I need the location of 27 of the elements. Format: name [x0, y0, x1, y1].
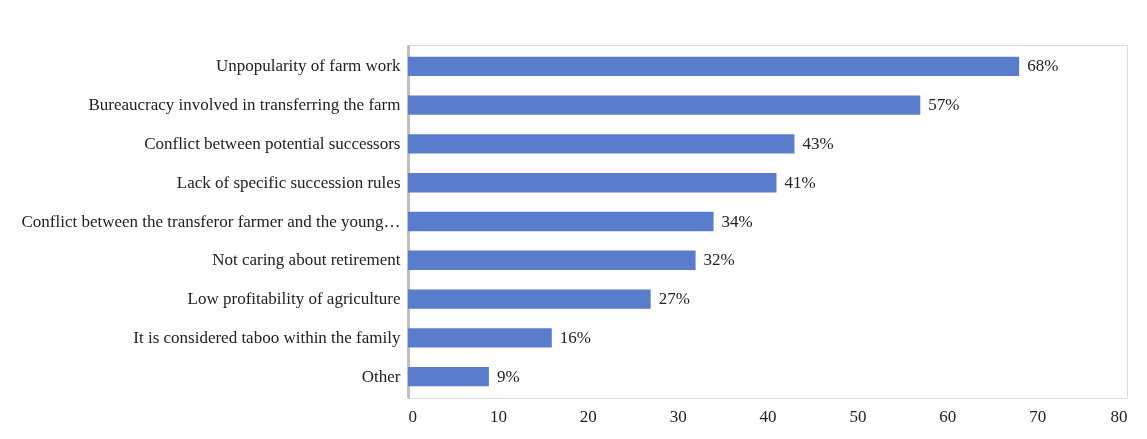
y-tick-label: Lack of specific succession rules	[176, 172, 401, 192]
data-label: 41%	[784, 172, 816, 192]
y-tick-label: Other	[361, 366, 401, 386]
x-tick-label: 70	[1029, 406, 1047, 426]
data-label: 57%	[928, 95, 960, 115]
x-tick-label: 20	[579, 406, 597, 426]
x-tick-label: 80	[1110, 406, 1128, 426]
data-label: 27%	[658, 289, 690, 309]
y-tick-label: It is considered taboo within the family	[133, 327, 401, 347]
x-tick-label: 60	[939, 406, 957, 426]
y-tick-label: Bureaucracy involved in transferring the farm	[88, 95, 401, 115]
y-tick-label: Unpopularity of farm work	[215, 56, 401, 76]
x-tick-label: 40	[759, 406, 777, 426]
x-tick-label: 50	[849, 406, 867, 426]
data-label: 9%	[496, 366, 520, 386]
y-tick-label: Not caring about retirement	[212, 250, 401, 270]
y-tick-label: Conflict between potential successors	[144, 133, 401, 153]
data-label: 32%	[703, 250, 735, 270]
data-label: 16%	[559, 327, 591, 347]
data-label: 68%	[1027, 56, 1059, 76]
x-tick-label: 10	[489, 406, 507, 426]
x-tick-label: 0	[408, 406, 417, 426]
y-tick-label: Low profitability of agriculture	[187, 289, 401, 309]
y-tick-label: Conflict between the transferor farmer and the young…	[21, 211, 401, 231]
x-tick-label: 30	[669, 406, 687, 426]
data-label: 43%	[802, 133, 834, 153]
data-label: 34%	[721, 211, 753, 231]
